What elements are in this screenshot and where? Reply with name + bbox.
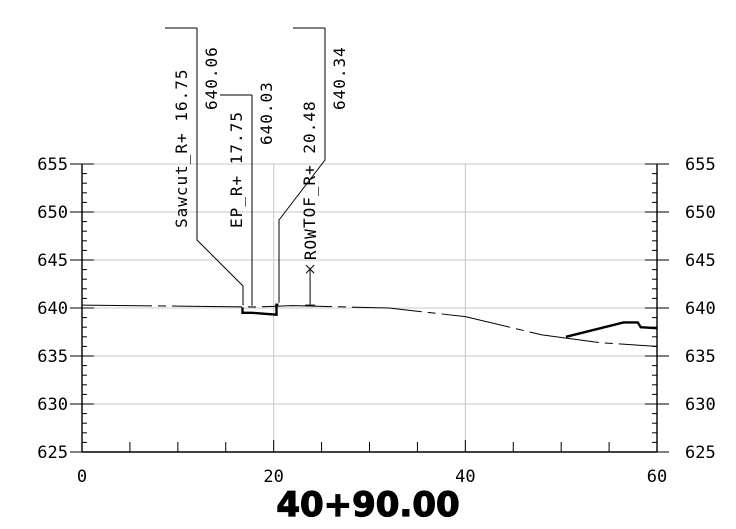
x-tick-label: 60 xyxy=(647,467,667,487)
y-tick-label-left: 650 xyxy=(37,203,68,223)
y-tick-label-left: 630 xyxy=(37,395,68,415)
callout-elevation: 640.03 xyxy=(257,81,276,145)
row-label: ROW xyxy=(301,228,320,260)
x-tick-label: 0 xyxy=(77,467,87,487)
y-tick-label-right: 635 xyxy=(685,347,716,367)
proposed-section-line xyxy=(241,303,279,316)
x-tick-label: 40 xyxy=(455,467,475,487)
tick-labels: 625 625 630 630 635 635 640 640 645 645 650 650 655 6… xyxy=(37,155,715,487)
y-tick-label-left: 635 xyxy=(37,347,68,367)
axis-ticks xyxy=(70,163,669,453)
callout-label: TOF_R+ 20.48 xyxy=(300,100,319,228)
existing-ground-line xyxy=(81,304,658,347)
y-tick-label-right: 625 xyxy=(685,443,716,463)
callouts: ROW Sawcut_R+ 16.75 640.06 EP_R+ 17.75 640.0… xyxy=(165,27,349,306)
y-tick-label-left: 625 xyxy=(37,443,68,463)
y-tick-label-left: 640 xyxy=(37,299,68,319)
x-tick-label: 20 xyxy=(263,467,283,487)
y-tick-label-right: 640 xyxy=(685,299,716,319)
callout-label: EP_R+ 17.75 xyxy=(227,111,246,228)
y-tick-label-left: 655 xyxy=(37,155,68,175)
callout-elevation: 640.34 xyxy=(330,46,349,110)
slope-line xyxy=(565,321,658,338)
callout-leader xyxy=(196,28,244,306)
callout-leader xyxy=(278,28,326,303)
ground-layer xyxy=(81,303,658,347)
y-tick-label-right: 630 xyxy=(685,395,716,415)
row-mark xyxy=(305,264,315,274)
callout-label: Sawcut_R+ 16.75 xyxy=(172,69,191,229)
y-tick-label-right: 655 xyxy=(685,155,716,175)
y-tick-label-right: 650 xyxy=(685,203,716,223)
callout-elevation: 640.06 xyxy=(202,46,221,110)
y-tick-label-left: 645 xyxy=(37,251,68,271)
axes xyxy=(70,163,669,453)
station-label: 40+90.00 xyxy=(276,485,459,525)
y-tick-label-right: 645 xyxy=(685,251,716,271)
